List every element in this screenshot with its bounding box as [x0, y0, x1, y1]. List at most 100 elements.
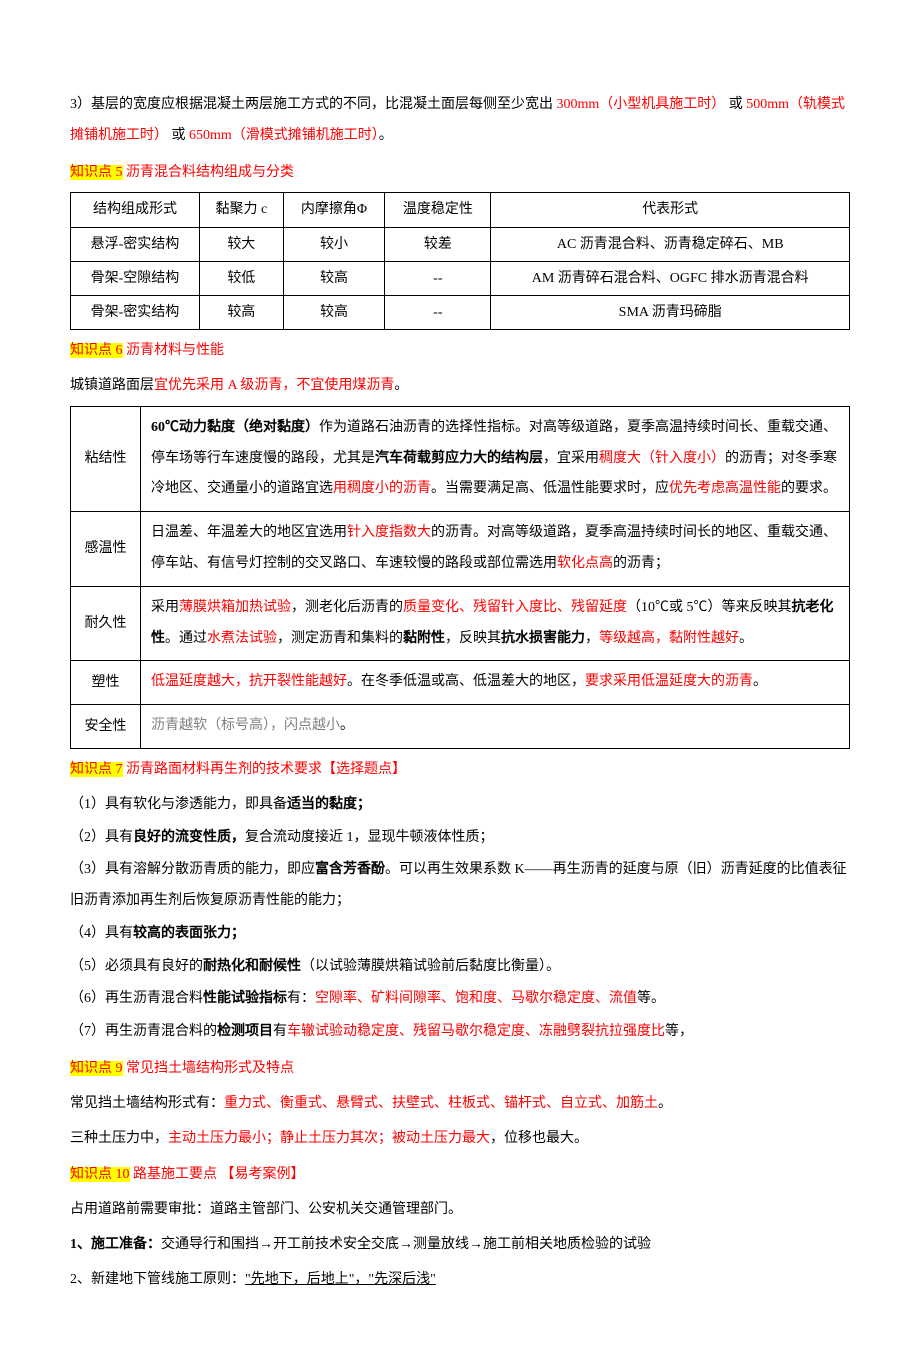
text: 有 — [273, 1024, 287, 1039]
cell: 悬浮-密实结构 — [71, 227, 200, 261]
list-item-4: （4）具有较高的表面张力； — [70, 919, 850, 950]
text: 。当需要满足高、低温性能要求时，应 — [431, 481, 669, 496]
row-content: 低温延度越大，抗开裂性能越好。在冬季低温或高、低温差大的地区，要求采用低温延度大… — [141, 661, 850, 705]
heading-tag: 知识点 9 — [70, 1061, 123, 1076]
heading-9: 知识点 9 常见挡土墙结构形式及特点 — [70, 1054, 850, 1085]
text: 交通导行和围挡→开工前技术安全交底→测量放线→施工前相关地质检验的试验 — [161, 1237, 651, 1252]
cell: 较大 — [199, 227, 283, 261]
text: 日温差、年温差大的地区宜选用 — [151, 525, 347, 540]
col-header: 结构组成形式 — [71, 193, 200, 227]
table-row: 骨架-密实结构 较高 较高 -- SMA 沥青玛碲脂 — [71, 295, 850, 329]
list-item-2: （2）具有良好的流变性质，复合流动度接近 1，显现牛顿液体性质； — [70, 823, 850, 854]
text: 。 — [658, 1096, 672, 1111]
row-label: 感温性 — [71, 512, 141, 587]
text: （5）必须具有良好的 — [70, 959, 203, 974]
text: （6）再生沥青混合料 — [70, 991, 203, 1006]
text-bold: 施工准备： — [91, 1237, 161, 1252]
heading-title: 沥青材料与性能 — [123, 343, 225, 358]
text: 。 — [739, 631, 753, 646]
text-red: 薄膜烘箱加热试验 — [179, 600, 291, 615]
p9a: 常见挡土墙结构形式有：重力式、衡重式、悬臂式、扶壁式、柱板式、锚杆式、自立式、加… — [70, 1089, 850, 1120]
cell: 较差 — [385, 227, 491, 261]
value-300mm: 300mm（小型机具施工时） — [557, 97, 726, 112]
text-red: 主动土压力最小；静止土压力其次；被动土压力最大 — [168, 1131, 490, 1146]
row-label: 粘结性 — [71, 406, 141, 511]
text: 2、新建地下管线施工原则： — [70, 1272, 245, 1287]
text: （10℃或 5℃）等来反映其 — [627, 600, 792, 615]
text-red: 水煮法试验 — [207, 631, 277, 646]
text: 。 — [753, 674, 767, 689]
list-item-1: （1）具有软化与渗透能力，即具备适当的黏度； — [70, 790, 850, 821]
table-row: 耐久性 采用薄膜烘箱加热试验，测老化后沥青的质量变化、残留针入度比、残留延度（1… — [71, 586, 850, 661]
heading-5: 知识点 5 沥青混合料结构组成与分类 — [70, 158, 850, 189]
text: （4）具有 — [70, 926, 133, 941]
text: 。 — [379, 128, 393, 143]
text-bold: 检测项目 — [217, 1024, 273, 1039]
row-label: 塑性 — [71, 661, 141, 705]
text-underline: "先地下，后地上"，"先深后浅" — [245, 1272, 436, 1287]
text: 城镇道路面层 — [70, 378, 154, 393]
text-bold: 汽车荷载剪应力大的结构层 — [375, 451, 543, 466]
row-content: 日温差、年温差大的地区宜选用针入度指数大的沥青。对高等级道路，夏季高温持续时间长… — [141, 512, 850, 587]
text: 3）基层的宽度应根据混凝土两层施工方式的不同，比混凝土面层每侧至少宽出 — [70, 97, 557, 112]
heading-title: 沥青路面材料再生剂的技术要求【选择题点】 — [123, 762, 407, 777]
table-row: 塑性 低温延度越大，抗开裂性能越好。在冬季低温或高、低温差大的地区，要求采用低温… — [71, 661, 850, 705]
col-header: 温度稳定性 — [385, 193, 491, 227]
col-header: 内摩擦角Φ — [283, 193, 385, 227]
text-red: 优先考虑高温性能 — [669, 481, 781, 496]
list-item-6: （6）再生沥青混合料性能试验指标有：空隙率、矿料间隙率、饱和度、马歇尔稳定度、流… — [70, 984, 850, 1015]
text: 等， — [665, 1024, 693, 1039]
cell: AM 沥青碎石混合料、OGFC 排水沥青混合料 — [491, 261, 850, 295]
table-row: 感温性 日温差、年温差大的地区宜选用针入度指数大的沥青。对高等级道路，夏季高温持… — [71, 512, 850, 587]
list-item-7: （7）再生沥青混合料的检测项目有车辙试验动稳定度、残留马歇尔稳定度、冻融劈裂抗拉… — [70, 1017, 850, 1048]
row-content: 沥青越软（标号高），闪点越小。 — [141, 705, 850, 749]
cell: 较小 — [283, 227, 385, 261]
cell: -- — [385, 261, 491, 295]
text: ，测定沥青和集料的 — [277, 631, 403, 646]
text: ，位移也最大。 — [490, 1131, 588, 1146]
heading-tag: 知识点 7 — [70, 762, 123, 777]
text-bold: 富含芳香酚 — [315, 862, 385, 877]
text-bold: 性能试验指标 — [203, 991, 287, 1006]
text: 复合流动度接近 1，显现牛顿液体性质； — [245, 830, 494, 845]
cell: AC 沥青混合料、沥青稳定碎石、MB — [491, 227, 850, 261]
text: 的要求。 — [781, 481, 837, 496]
row-content: 60℃动力黏度（绝对黏度）作为道路石油沥青的选择性指标。对高等级道路，夏季高温持… — [141, 406, 850, 511]
line-6-intro: 城镇道路面层宜优先采用 A 级沥青，不宜使用煤沥青。 — [70, 371, 850, 402]
list-item-5: （5）必须具有良好的耐热化和耐候性（以试验薄膜烘箱试验前后黏度比衡量）。 — [70, 952, 850, 983]
text: 。通过 — [165, 631, 207, 646]
row-content: 采用薄膜烘箱加热试验，测老化后沥青的质量变化、残留针入度比、残留延度（10℃或 … — [141, 586, 850, 661]
row-label: 安全性 — [71, 705, 141, 749]
table-asphalt-properties: 粘结性 60℃动力黏度（绝对黏度）作为道路石油沥青的选择性指标。对高等级道路，夏… — [70, 406, 850, 749]
heading-7: 知识点 7 沥青路面材料再生剂的技术要求【选择题点】 — [70, 755, 850, 786]
text-red: 软化点高 — [557, 556, 613, 571]
text: 。在冬季低温或高、低温差大的地区， — [347, 674, 585, 689]
text-red: 宜优先采用 A 级沥青，不宜使用煤沥青 — [154, 378, 394, 393]
cell: 较高 — [283, 295, 385, 329]
cell: -- — [385, 295, 491, 329]
text-red: 等级越高，黏附性越好 — [599, 631, 739, 646]
text-bold: 良好的流变性质， — [133, 830, 245, 845]
text-bold: 60℃动力黏度（绝对黏度） — [151, 420, 319, 435]
text-red: 低温延度越大，抗开裂性能越好 — [151, 674, 347, 689]
text: ，宜采用 — [543, 451, 599, 466]
text-red: 空隙率、矿料间隙率、饱和度、马歇尔稳定度、流值 — [315, 991, 637, 1006]
col-header: 黏聚力 c — [199, 193, 283, 227]
text-red: 稠度大（针入度小） — [599, 451, 725, 466]
table-row: 粘结性 60℃动力黏度（绝对黏度）作为道路石油沥青的选择性指标。对高等级道路，夏… — [71, 406, 850, 511]
p10c: 2、新建地下管线施工原则："先地下，后地上"，"先深后浅" — [70, 1265, 850, 1296]
text: （2）具有 — [70, 830, 133, 845]
heading-6: 知识点 6 沥青材料与性能 — [70, 336, 850, 367]
table-structure-types: 结构组成形式 黏聚力 c 内摩擦角Φ 温度稳定性 代表形式 悬浮-密实结构 较大… — [70, 192, 850, 330]
row-label: 耐久性 — [71, 586, 141, 661]
text: ，测老化后沥青的 — [291, 600, 403, 615]
text: ， — [585, 631, 599, 646]
text-bold: 耐热化和耐候性 — [203, 959, 301, 974]
text: （以试验薄膜烘箱试验前后黏度比衡量）。 — [301, 959, 560, 974]
p10a: 占用道路前需要审批：道路主管部门、公安机关交通管理部门。 — [70, 1195, 850, 1226]
intro-paragraph: 3）基层的宽度应根据混凝土两层施工方式的不同，比混凝土面层每侧至少宽出 300m… — [70, 90, 850, 152]
heading-title: 沥青混合料结构组成与分类 — [123, 165, 295, 180]
text: （1）具有软化与渗透能力，即具备 — [70, 797, 287, 812]
heading-10: 知识点 10 路基施工要点 【易考案例】 — [70, 1160, 850, 1191]
heading-title: 路基施工要点 【易考案例】 — [130, 1167, 305, 1182]
